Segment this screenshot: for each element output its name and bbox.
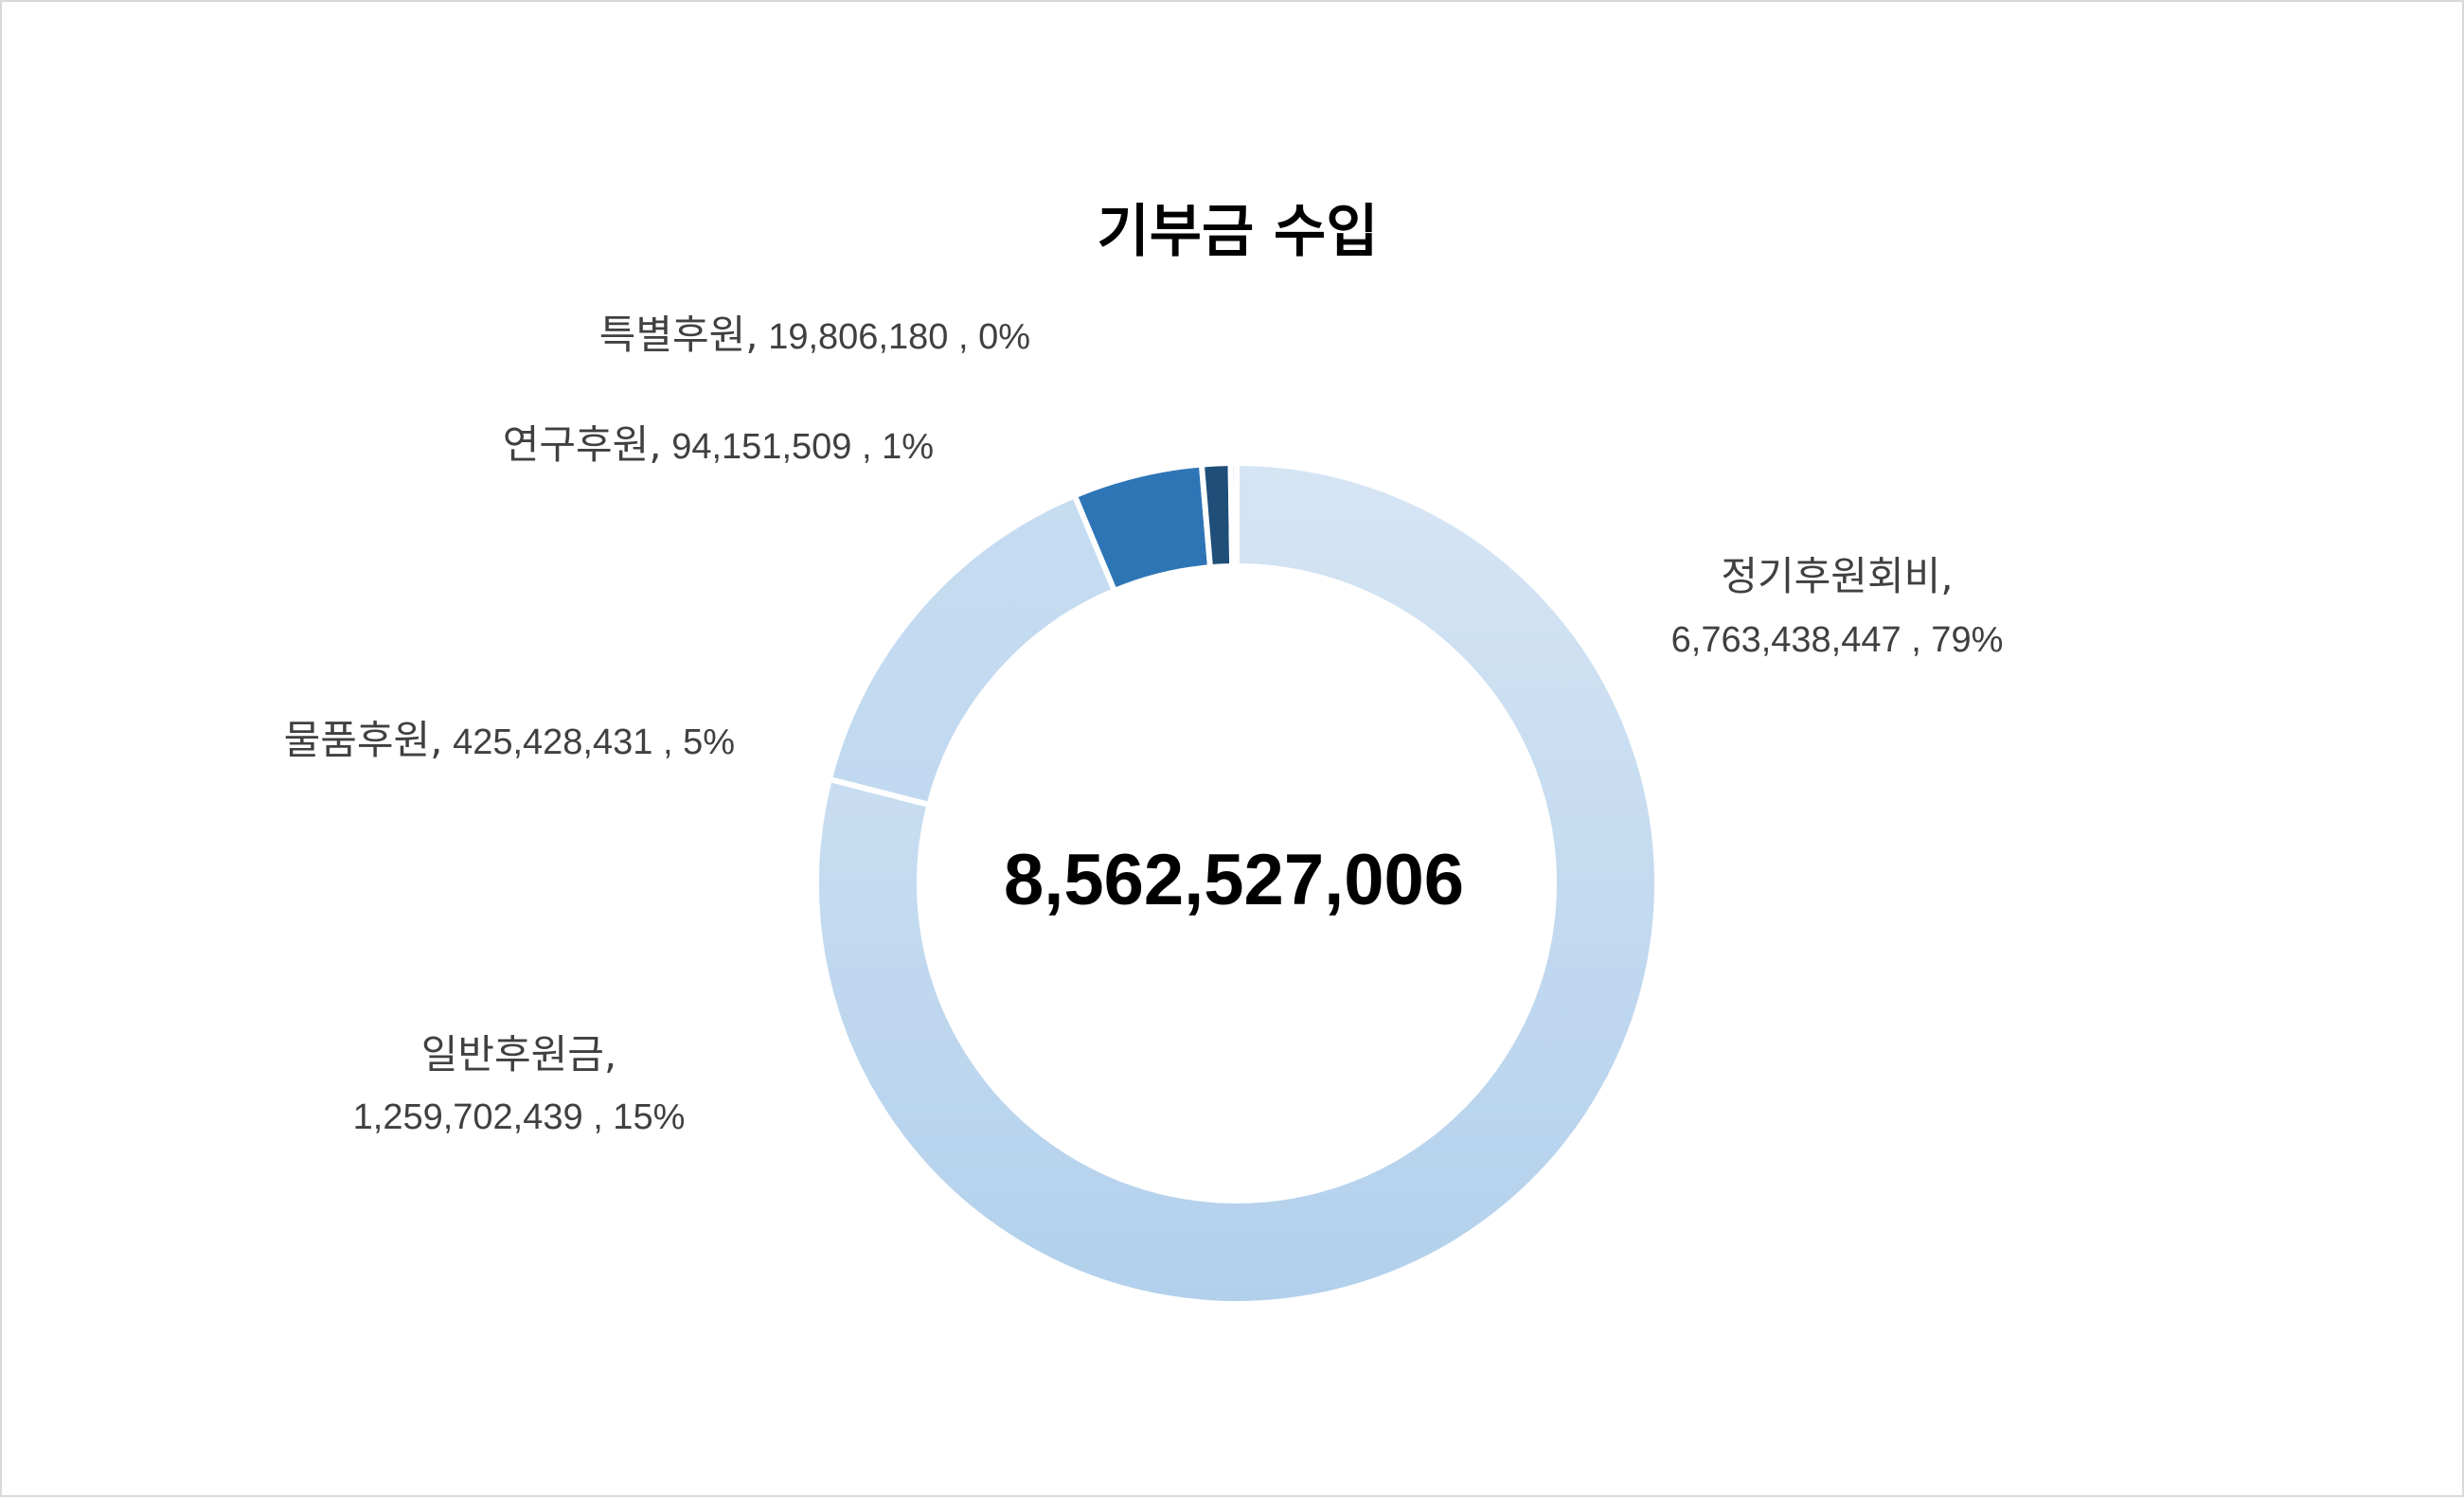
data-label-5: 특별후원, 19,806,180 , 0% [599,312,1030,358]
data-label-value: 19,806,180 , 0% [759,317,1030,357]
data-label-3: 물품후원, 425,428,431 , 5% [284,717,735,763]
data-label-value: 6,763,438,447 , 79% [1671,620,2004,660]
data-label-category: 연구후원, [503,421,662,468]
slice-4 [1198,460,1236,571]
slice-2 [826,491,1118,809]
data-label-category: 정기후원회비, [1721,553,1953,599]
center-total-label: 8,562,527,006 [1004,840,1464,920]
data-label-value: 425,428,431 , 5% [443,722,735,762]
data-label-4: 연구후원, 94,151,509 , 1% [503,421,934,468]
data-label-1: 정기후원회비, 6,763,438,447 , 79% [1671,553,2004,660]
slice-1 [813,459,1660,1307]
chart-title: 기부금 수입 [1098,199,1379,265]
slice-5 [1227,459,1240,570]
data-label-2: 일반후원금, 1,259,702,439 , 15% [353,1031,686,1137]
data-label-value: 1,259,702,439 , 15% [353,1097,686,1137]
data-label-category: 일반후원금, [421,1031,617,1078]
data-label-value: 94,151,509 , 1% [662,427,934,467]
data-label-category: 물품후원, [284,717,443,763]
data-label-category: 특별후원, [599,312,759,358]
